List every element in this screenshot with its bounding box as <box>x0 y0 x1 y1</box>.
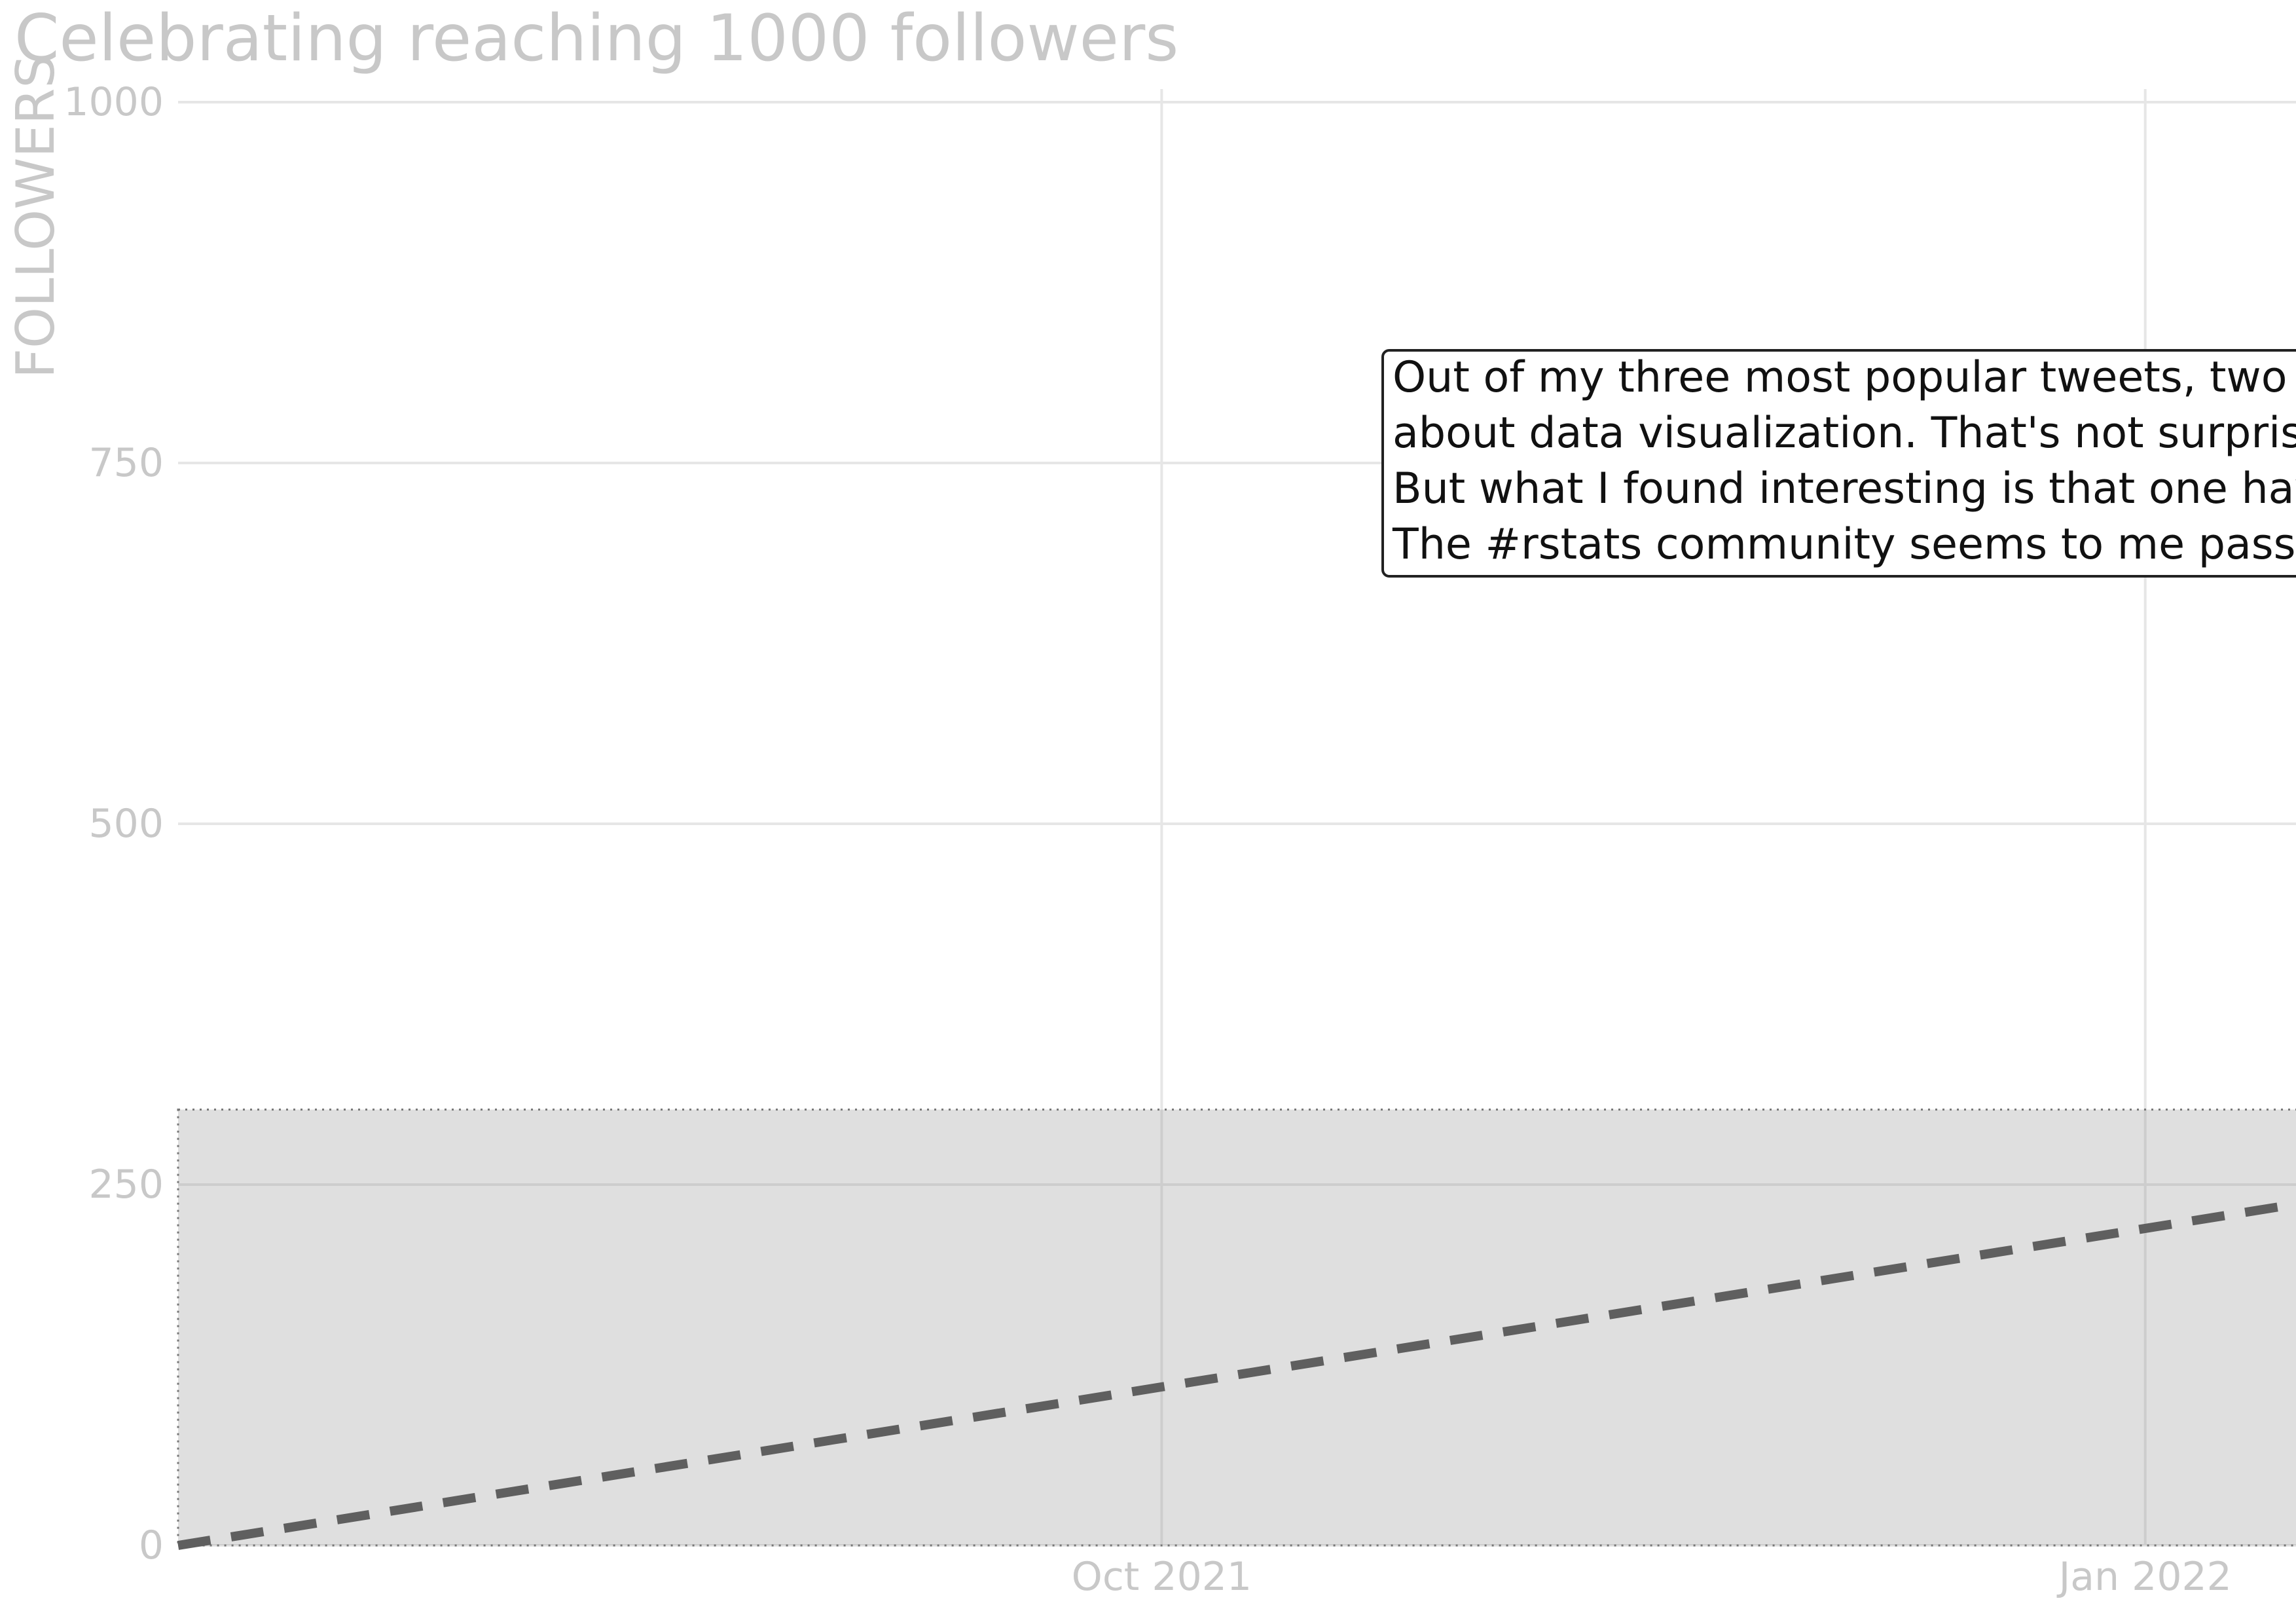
estimated-trend-line <box>177 1199 2296 1550</box>
annotation-box: Out of my three most popular tweets, two… <box>1381 349 2296 578</box>
annotation-line: The #rstats community seems to me passio <box>1392 520 2296 569</box>
y-axis-label: FOLLOWERS <box>5 55 66 378</box>
gridlines <box>178 89 2296 1547</box>
annotation-line: about data visualization. That's not sur… <box>1393 409 2296 458</box>
x-tick-label: Oct 2021 <box>1072 1554 1252 1600</box>
annotation-line: But what I found interesting is that one… <box>1393 464 2296 513</box>
untracked-region <box>177 1108 2296 1547</box>
annotation-line: Out of my three most popular tweets, two… <box>1393 353 2296 402</box>
y-tick-label: 750 <box>88 440 164 486</box>
x-tick-label: Jan 2022 <box>2056 1554 2232 1600</box>
chart-title: Celebrating reaching 1000 followers <box>14 1 1178 76</box>
y-tick-label: 250 <box>88 1162 164 1208</box>
y-tick-label: 500 <box>88 801 164 847</box>
y-tick-label: 1000 <box>64 79 164 125</box>
y-tick-label: 0 <box>139 1522 164 1568</box>
untracked-period <box>177 1108 2296 1550</box>
annotation-box-frame <box>1381 349 2296 578</box>
